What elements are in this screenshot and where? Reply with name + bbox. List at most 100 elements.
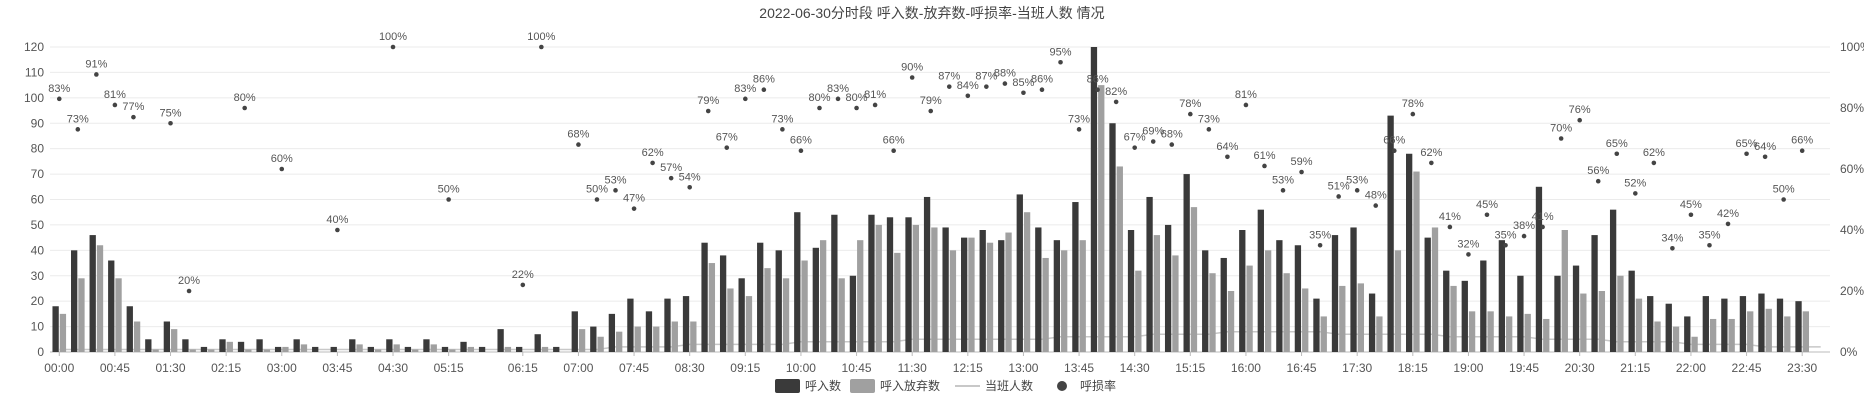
bar-abandoned-calls [1172, 255, 1179, 352]
bar-incoming-calls [108, 260, 115, 352]
data-label-loss-rate: 79% [920, 95, 942, 107]
scatter-point-loss-rate [1707, 242, 1712, 248]
x-tick-label: 15:15 [1175, 361, 1205, 375]
legend-item[interactable]: 当班人数 [955, 378, 1033, 393]
data-label-loss-rate: 84% [957, 80, 979, 92]
bar-abandoned-calls [634, 326, 641, 352]
bar-abandoned-calls [838, 278, 845, 352]
legend[interactable]: 呼入数 呼入放弃数 当班人数 呼损率 [775, 378, 1116, 393]
bar-incoming-calls [886, 217, 894, 352]
y-right-tick-label: 80% [1840, 101, 1864, 115]
scatter-point-loss-rate [1132, 145, 1137, 150]
legend-item[interactable]: 呼损率 [1057, 378, 1116, 393]
scatter-point-loss-rate [1744, 151, 1749, 157]
legend-item[interactable]: 呼入数 [775, 378, 841, 393]
bar-abandoned-calls [894, 252, 901, 352]
scatter-point-loss-rate [743, 96, 748, 102]
x-tick-label: 10:00 [786, 361, 816, 375]
bar-incoming-calls [1016, 194, 1023, 352]
bar-abandoned-calls [59, 313, 67, 352]
data-label-loss-rate: 90% [901, 62, 923, 74]
bar-abandoned-calls [1339, 285, 1346, 352]
scatter-point-loss-rate [520, 282, 526, 288]
bar-incoming-calls [1220, 257, 1227, 352]
y-left-tick-label: 120 [24, 40, 44, 54]
y-right-tick-label: 20% [1840, 284, 1864, 298]
bar-abandoned-calls [1098, 85, 1105, 352]
bar-incoming-calls [942, 227, 949, 352]
scatter-point-loss-rate [1280, 188, 1286, 193]
bar-abandoned-calls [171, 329, 178, 352]
scatter-point-loss-rate [1577, 117, 1582, 123]
bar-abandoned-calls [597, 336, 604, 352]
bar-incoming-calls [145, 339, 152, 352]
bar-incoming-calls [89, 235, 96, 352]
x-tick-label: 19:00 [1453, 361, 1483, 375]
data-label-loss-rate: 56% [1587, 165, 1609, 177]
data-label-loss-rate: 51% [1328, 180, 1350, 192]
data-label-loss-rate: 38% [1513, 220, 1535, 232]
data-label-loss-rate: 53% [1272, 174, 1294, 186]
scatter-point-loss-rate [1391, 148, 1397, 153]
bar-incoming-calls [571, 311, 578, 352]
bar-abandoned-calls [875, 224, 882, 352]
bar-abandoned-calls [78, 278, 85, 352]
bar-abandoned-calls [1190, 207, 1198, 352]
bar-incoming-calls [182, 339, 189, 352]
scatter-point-loss-rate [1002, 81, 1008, 86]
scatter-point-loss-rate [1225, 154, 1230, 160]
x-tick-label: 04:30 [378, 361, 408, 375]
x-tick-label: 00:00 [44, 361, 74, 375]
bar-abandoned-calls [152, 349, 159, 352]
scatter-point-loss-rate [1614, 151, 1620, 157]
bar-incoming-calls [1480, 260, 1487, 352]
x-tick-label: 07:45 [619, 361, 649, 375]
bar-incoming-calls [1294, 245, 1302, 352]
y-left-tick-label: 40 [31, 243, 45, 257]
bar-incoming-calls [1127, 230, 1135, 352]
x-tick-label: 00:45 [100, 361, 130, 375]
bar-incoming-calls [905, 217, 912, 352]
data-label-loss-rate: 62% [1420, 147, 1442, 159]
scatter-point-loss-rate [1039, 87, 1045, 92]
bar-incoming-calls [1572, 265, 1580, 352]
bar-abandoned-calls [1580, 293, 1587, 352]
data-label-loss-rate: 73% [1068, 113, 1090, 125]
bar-abandoned-calls [745, 296, 753, 352]
scatter-point-loss-rate [112, 102, 118, 108]
data-label-loss-rate: 75% [160, 107, 182, 119]
bar-abandoned-calls [1264, 250, 1272, 352]
bar-abandoned-calls [949, 250, 957, 352]
data-label-loss-rate: 52% [1624, 177, 1646, 189]
bar-abandoned-calls [1302, 288, 1309, 352]
bar-incoming-calls [460, 341, 467, 352]
x-tick-label: 23:30 [1787, 361, 1817, 375]
scatter-point-loss-rate [909, 75, 915, 80]
bar-abandoned-calls [1023, 212, 1031, 352]
y-left-tick-label: 80 [31, 142, 45, 156]
y-right-tick-label: 0% [1840, 345, 1858, 359]
bar-incoming-calls [1035, 227, 1042, 352]
data-label-loss-rate: 65% [1606, 138, 1628, 150]
y-right-tick-label: 40% [1840, 223, 1864, 237]
data-label-loss-rate: 85% [1012, 77, 1034, 89]
bar-incoming-calls [627, 298, 634, 352]
scatter-point-loss-rate [335, 227, 340, 233]
bar-abandoned-calls [708, 263, 716, 352]
scatter-point-loss-rate [817, 105, 822, 111]
bar-incoming-calls [386, 339, 393, 352]
data-label-loss-rate: 32% [1457, 238, 1479, 250]
bar-incoming-calls [979, 230, 986, 352]
bar-abandoned-calls [1709, 318, 1717, 352]
scatter-point-loss-rate [576, 142, 581, 147]
bar-layer [52, 47, 1809, 352]
x-tick-label: 16:45 [1287, 361, 1317, 375]
y-left-tick-label: 50 [31, 218, 45, 232]
bar-incoming-calls [126, 306, 133, 352]
y-left-tick-label: 70 [31, 167, 45, 181]
bar-incoming-calls [1164, 224, 1172, 352]
bar-incoming-calls [441, 346, 449, 352]
legend-item[interactable]: 呼入放弃数 [850, 378, 940, 393]
scatter-point-loss-rate [668, 175, 674, 181]
